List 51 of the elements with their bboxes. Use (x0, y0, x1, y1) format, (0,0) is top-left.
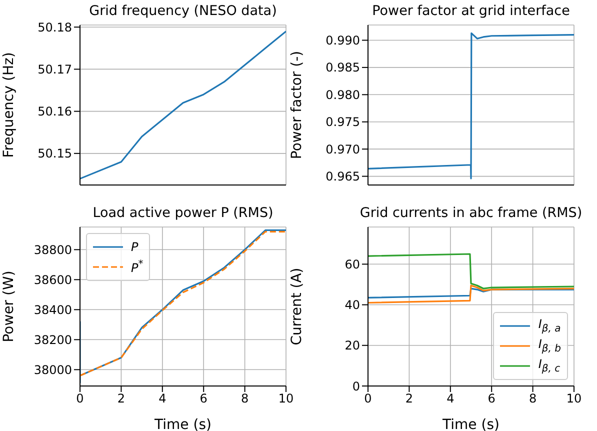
x-tick-label: 2 (117, 392, 126, 406)
x-axis-title: Time (s) (154, 417, 212, 431)
y-tick-label: 50.18 (38, 20, 72, 34)
y-tick-label: 50.17 (38, 62, 72, 76)
y-axis-title: Current (A) (288, 268, 305, 346)
y-axis-title: Frequency (Hz) (0, 52, 17, 158)
legend-label: I$_{β, a}$ (538, 317, 561, 335)
y-tick-label: 38400 (34, 302, 72, 317)
y-tick-label: 40 (344, 298, 360, 312)
chart-title: Grid currents in abc frame (RMS) (358, 205, 584, 221)
chart-title: Load active power P (RMS) (92, 205, 274, 221)
x-tick-label: 2 (405, 392, 414, 406)
line-series (368, 253, 574, 290)
y-tick-label: 0.985 (326, 60, 360, 75)
x-tick-label: 6 (488, 392, 496, 406)
y-tick-label: 50.16 (38, 104, 72, 119)
y-axis-title: Power factor (-) (288, 50, 305, 160)
y-tick-label: 38200 (34, 332, 72, 347)
y-tick-label: 0.990 (326, 34, 360, 48)
y-tick-label: 60 (344, 257, 360, 272)
x-tick-label: 4 (158, 392, 166, 406)
legend-label: I$_{β, b}$ (538, 337, 561, 355)
line-series (368, 284, 574, 304)
chart-title: Power factor at grid interface (371, 3, 571, 19)
y-axis-title: Power (W) (0, 270, 17, 342)
legend-label: I$_{β, c}$ (538, 357, 560, 375)
y-tick-label: 38000 (34, 362, 72, 377)
y-tick-label: 38800 (34, 242, 72, 257)
y-tick-label: 38600 (34, 272, 72, 287)
x-tick-label: 8 (528, 392, 537, 406)
line-series (368, 288, 574, 298)
x-tick-label: 6 (200, 392, 208, 406)
legend-label: P$^{*}$ (131, 259, 144, 275)
y-tick-label: 50.15 (38, 146, 72, 161)
x-tick-label: 4 (446, 392, 454, 406)
x-axis-title: Time (s) (442, 417, 500, 431)
y-tick-label: 0.975 (326, 115, 360, 130)
line-series (80, 30, 286, 180)
y-tick-label: 0.965 (326, 170, 360, 184)
x-tick-label: 8 (240, 392, 249, 406)
legend-label: P (131, 240, 138, 254)
y-tick-label: 0.980 (326, 88, 360, 102)
y-tick-label: 0 (352, 379, 360, 394)
line-series (368, 32, 574, 180)
x-tick-label: 10 (278, 392, 294, 406)
y-tick-label: 0.970 (326, 142, 360, 156)
x-tick-label: 0 (76, 392, 84, 406)
chart-title: Grid frequency (NESO data) (88, 3, 278, 19)
x-tick-label: 10 (566, 392, 582, 406)
x-tick-label: 0 (364, 392, 372, 406)
y-tick-label: 20 (344, 338, 360, 353)
